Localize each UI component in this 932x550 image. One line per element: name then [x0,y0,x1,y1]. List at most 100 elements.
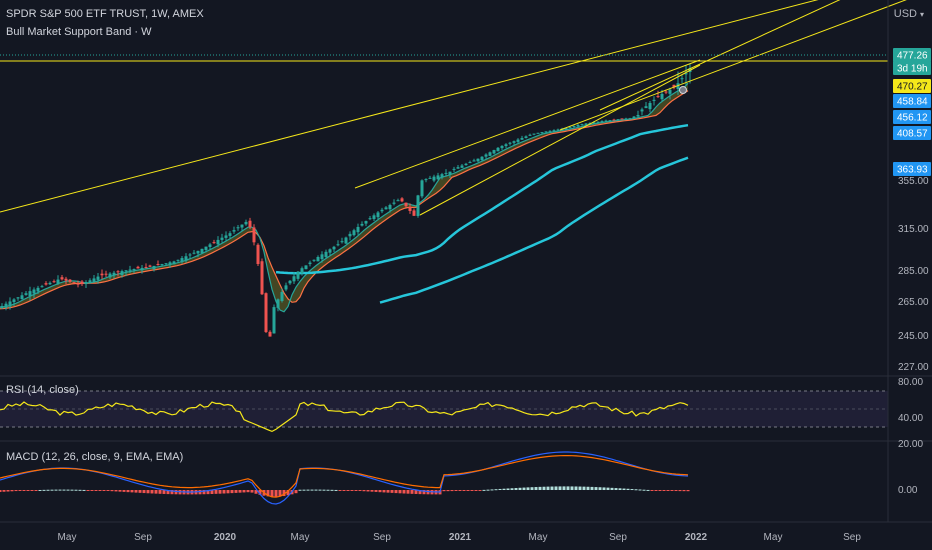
candle-body [172,261,176,265]
candle-body [624,118,628,120]
macd-histogram-bar [126,490,130,493]
currency-selector[interactable]: USD ▾ [894,8,924,20]
macd-histogram-bar [658,490,662,491]
ma-long-line [275,123,689,275]
macd-histogram-bar [654,490,658,491]
macd-legend[interactable]: MACD (12, 26, close, 9, EMA, EMA) [6,451,184,463]
macd-histogram-bar [474,490,478,491]
macd-histogram-bar [310,489,314,491]
candle-body [240,224,244,228]
indicator-legend[interactable]: Bull Market Support Band · W [6,26,152,38]
macd-histogram-bar [122,490,126,492]
price-label-pill: 363.93 [893,162,931,176]
candle-body [16,297,20,299]
candle-body [652,99,656,101]
macd-histogram-bar [378,490,382,493]
macd-histogram-bar [382,490,386,493]
macd-pane[interactable] [0,451,690,505]
candle-body [584,123,588,125]
time-axis-label: Sep [373,532,391,543]
candle-body [364,221,368,224]
macd-histogram-bar [518,487,522,490]
macd-histogram-bar [562,486,566,490]
rsi-line [0,401,689,433]
candle-body [4,303,8,308]
macd-histogram-bar [550,486,554,490]
macd-histogram-bar [202,490,206,495]
macd-histogram-bar [234,490,238,493]
macd-histogram-bar [662,490,666,491]
candle-body [112,272,116,276]
macd-histogram-bar [630,489,634,491]
rsi-legend[interactable]: RSI (14, close) [6,384,79,396]
candle-body [8,301,12,307]
candle-body [460,165,464,168]
candle-body [192,252,196,254]
price-label-pill: 470.27 [893,79,931,93]
rsi-pane[interactable] [0,390,888,433]
macd-histogram-bar [286,490,290,496]
macd-histogram-bar [222,490,226,494]
macd-histogram-bar [218,490,222,494]
macd-histogram-bar [98,490,102,491]
candle-body [628,118,632,120]
candle-body [40,286,44,288]
candle-body [320,254,324,260]
candle-body [180,258,184,263]
macd-histogram-bar [226,490,230,494]
macd-histogram-bar [38,489,42,491]
candle-body [32,289,36,294]
trendline[interactable] [419,64,701,216]
candle-body [472,160,476,162]
macd-histogram-bar [614,488,618,490]
candle-body [52,281,56,283]
candle-body [84,282,88,285]
candle-body [368,218,372,220]
signal-line [0,455,689,498]
candle-body [664,91,668,93]
macd-histogram-bar [114,490,118,492]
macd-histogram-bar [426,490,430,495]
macd-histogram-bar [626,488,630,490]
macd-histogram-bar [390,490,394,493]
macd-histogram-bar [230,490,234,494]
macd-histogram-bar [522,487,526,490]
trendline[interactable] [599,0,850,111]
time-axis-label: May [291,532,310,543]
macd-histogram-bar [546,486,550,490]
candle-body [212,242,216,244]
macd-histogram-bar [422,490,426,495]
trendline[interactable] [559,0,932,131]
ma-longest-line [379,156,689,304]
symbol-title[interactable]: SPDR S&P 500 ETF TRUST, 1W, AMEX [6,8,204,20]
candle-body [340,241,344,243]
time-axis-label: May [764,532,783,543]
candle-body [592,122,596,124]
macd-histogram-bar [326,489,330,491]
candle-body [424,179,428,181]
svg-text:477.26: 477.26 [897,51,928,62]
macd-histogram-bar [666,490,670,491]
candle-body [28,291,32,297]
candle-body [496,147,500,152]
price-pane[interactable] [0,0,932,337]
candle-body [436,175,440,180]
svg-text:3d 19h: 3d 19h [897,64,928,75]
alert-icon[interactable] [679,86,687,94]
macd-histogram-bar [414,490,418,494]
candle-body [680,78,684,80]
svg-text:363.93: 363.93 [897,165,928,176]
macd-histogram-bar [162,490,166,494]
candle-body [160,264,164,266]
candle-body [72,282,76,284]
macd-histogram-bar [682,490,686,492]
candle-body [260,261,264,295]
macd-histogram-bar [142,490,146,494]
time-axis-label: Sep [609,532,627,543]
trendline[interactable] [354,59,701,189]
macd-histogram-bar [618,488,622,490]
trendline[interactable] [0,0,932,213]
candle-body [92,278,96,282]
macd-histogram-bar [46,489,50,491]
